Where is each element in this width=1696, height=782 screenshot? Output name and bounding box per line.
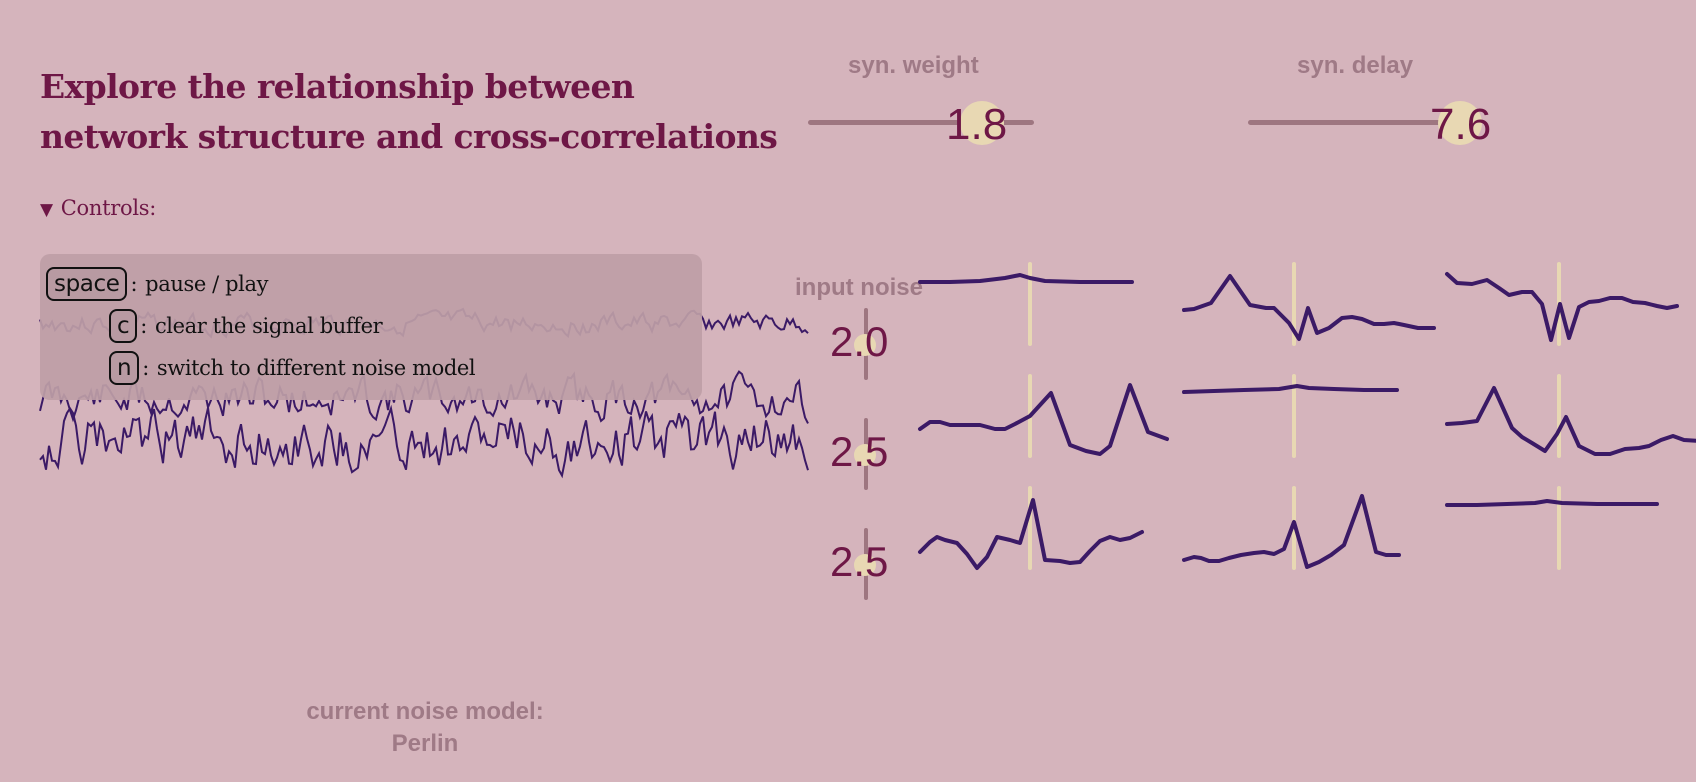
key-space[interactable]: space [46, 267, 128, 301]
syn-delay-value: 7.6 [1430, 100, 1492, 149]
shortcut-desc-space: pause / play [145, 272, 269, 296]
title-line-1: Explore the relationship between [40, 67, 635, 106]
shortcut-row-space: space: pause / play [46, 267, 268, 301]
noise-model-status: current noise model: Perlin [250, 696, 600, 760]
cross-correlation-curve-1-3 [1445, 272, 1679, 342]
input-noise-value-2: 2.5 [830, 428, 889, 475]
page-title: Explore the relationship between network… [40, 62, 778, 162]
input-noise-knob-3[interactable] [854, 554, 876, 576]
cross-correlation-curve-1-2 [1182, 274, 1436, 341]
controls-label: Controls: [60, 196, 157, 220]
syn-weight-label: syn. weight [848, 52, 979, 79]
noise-model-value: Perlin [391, 730, 459, 757]
input-noise-knob-2[interactable] [854, 444, 876, 466]
syn-weight-knob[interactable] [960, 101, 1004, 145]
syn-delay-slider[interactable]: 7.6 [1248, 100, 1491, 149]
noise-model-label: current noise model: [306, 698, 544, 725]
cross-correlation-curve-3-2 [1182, 494, 1401, 569]
syn-weight-value: 1.8 [946, 100, 1008, 149]
cross-correlation-curve-3-3 [1445, 499, 1659, 507]
input-noise-value-1: 2.0 [830, 318, 889, 365]
syn-delay-label: syn. delay [1297, 52, 1414, 79]
input-noise-slider-2[interactable]: 2.5 [830, 418, 896, 490]
shortcut-desc-n: switch to different noise model [156, 356, 476, 380]
cross-correlation-curve-1-1 [918, 273, 1134, 284]
cross-correlation-curve-2-2 [1182, 384, 1399, 394]
triangle-down-icon: ▼ [40, 200, 53, 220]
title-line-2: network structure and cross-correlations [40, 117, 778, 156]
cross-correlation-curve-2-3 [1445, 386, 1696, 456]
syn-delay-track[interactable] [1248, 120, 1444, 125]
shortcut-row-n: n: switch to different noise model [109, 351, 476, 385]
shortcut-desc-c: clear the signal buffer [154, 314, 383, 338]
cross-correlation-curve-3-1 [918, 498, 1144, 570]
input-noise-slider-1[interactable]: 2.0 [830, 308, 896, 380]
controls-toggle[interactable]: ▼ Controls: [40, 196, 156, 220]
syn-weight-slider[interactable]: 1.8 [808, 100, 1034, 149]
signal-trace-3 [39, 404, 809, 479]
input-noise-knob-1[interactable] [854, 334, 876, 356]
shortcut-row-c: c: clear the signal buffer [109, 309, 383, 343]
syn-delay-knob[interactable] [1438, 101, 1482, 145]
syn-weight-track[interactable] [808, 120, 1034, 125]
input-noise-value-3: 2.5 [830, 538, 889, 585]
cross-correlation-curve-2-1 [918, 383, 1169, 456]
input-noise-slider-3[interactable]: 2.5 [830, 528, 896, 600]
key-c[interactable]: c [109, 309, 138, 343]
input-noise-label: input noise [795, 274, 923, 301]
controls-panel: space: pause / play c: clear the signal bu… [40, 254, 702, 400]
key-n[interactable]: n [109, 351, 140, 385]
